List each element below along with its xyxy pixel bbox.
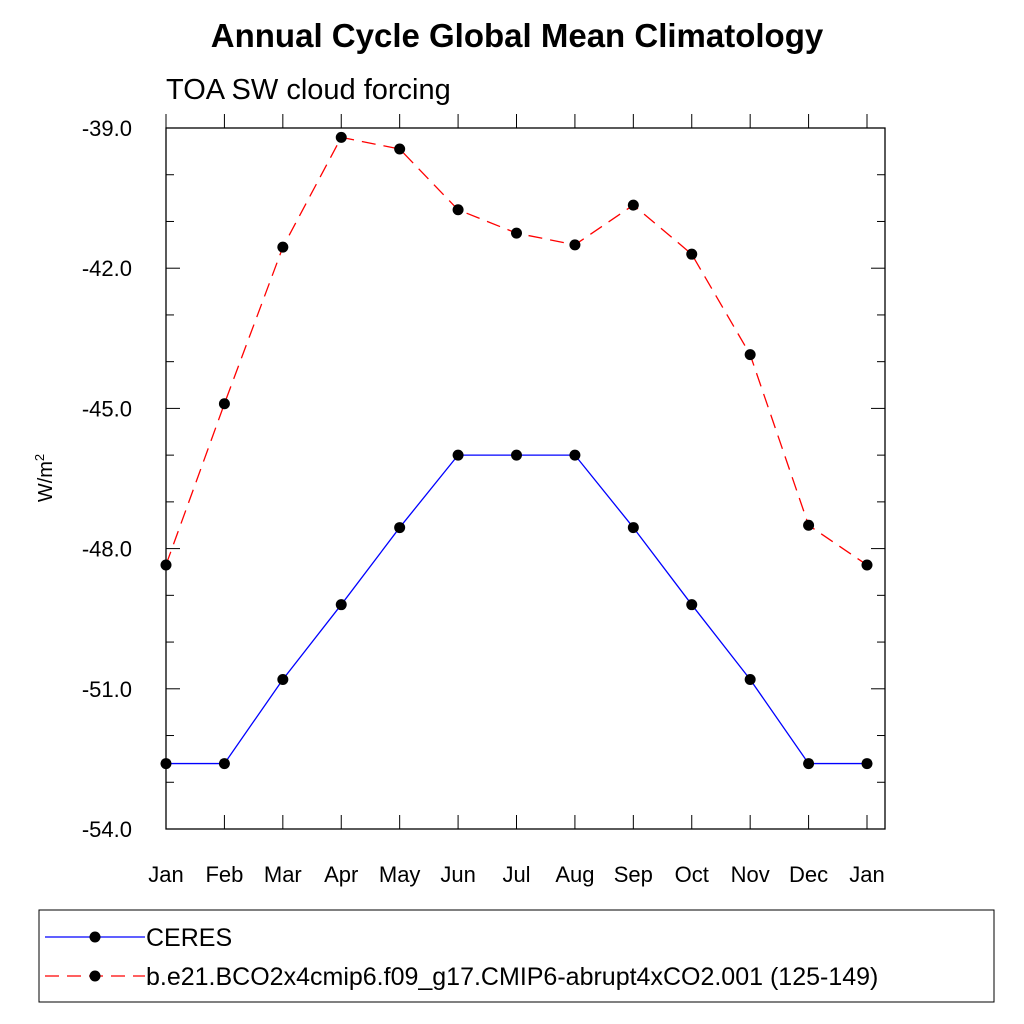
legend-box	[38, 909, 995, 1003]
legend-label: b.e21.BCO2x4cmip6.f09_g17.CMIP6-abrupt4x…	[146, 963, 878, 991]
y-axis-label-units: W/m	[35, 461, 57, 502]
plot-border	[165, 127, 886, 830]
legend: CERES b.e21.BCO2x4cmip6.f09_g17.CMIP6-abr…	[38, 909, 995, 1003]
data-point	[394, 143, 406, 155]
series-line	[165, 136, 868, 566]
data-point	[511, 449, 522, 461]
y-tick-labels: -39.0 -42.0 -45.0 -48.0 -51.0 -54.0	[82, 116, 132, 842]
data-point	[803, 519, 815, 531]
data-point	[277, 673, 289, 685]
x-tick-label: Mar	[264, 862, 302, 887]
data-point	[744, 673, 756, 685]
legend-marker	[89, 970, 101, 982]
chart-subtitle: TOA SW cloud forcing	[166, 74, 451, 106]
data-point	[569, 239, 581, 251]
data-point	[452, 204, 464, 216]
data-point	[160, 758, 172, 770]
x-tick-labels: Jan Feb Mar Apr May Jun Jul Aug Sep Oct Nov Dec Jan	[148, 862, 884, 887]
data-point	[861, 559, 873, 571]
legend-entries: CERES b.e21.BCO2x4cmip6.f09_g17.CMIP6-abr…	[45, 924, 878, 991]
y-tick-label: -48.0	[82, 537, 132, 562]
series-line	[166, 454, 867, 765]
data-point	[335, 131, 347, 143]
x-tick-label: Oct	[675, 862, 709, 887]
y-tick-label: -51.0	[82, 677, 132, 702]
data-point	[394, 522, 406, 534]
series-layer	[160, 131, 873, 770]
x-tick-label: Nov	[731, 862, 770, 887]
y-tick-label: -45.0	[82, 396, 132, 421]
x-tick-label: May	[379, 862, 421, 887]
x-tick-label: Jul	[502, 862, 530, 887]
legend-marker	[89, 931, 101, 943]
x-tick-label: Jan	[849, 862, 884, 887]
data-point	[277, 241, 289, 253]
x-tick-label: Feb	[205, 862, 243, 887]
data-point	[160, 559, 172, 571]
data-point	[511, 227, 522, 239]
data-point	[335, 599, 347, 611]
data-point	[218, 398, 230, 410]
legend-label: CERES	[146, 924, 232, 952]
y-tick-label: -39.0	[82, 116, 132, 141]
x-tick-label: Jan	[148, 862, 183, 887]
data-point	[803, 758, 815, 770]
data-point	[744, 349, 756, 361]
data-point	[627, 199, 639, 211]
data-point	[569, 449, 581, 461]
x-tick-label: Aug	[555, 862, 594, 887]
series-model	[160, 131, 873, 571]
axis-ticks	[165, 114, 885, 830]
x-tick-label: Jun	[440, 862, 475, 887]
data-point	[686, 599, 698, 611]
series-ceres	[160, 449, 873, 770]
chart-title: Annual Cycle Global Mean Climatology	[211, 17, 824, 54]
y-tick-label: -42.0	[82, 256, 132, 281]
data-point	[218, 758, 230, 770]
data-point	[627, 522, 639, 534]
x-tick-label: Apr	[324, 862, 358, 887]
data-point	[686, 248, 698, 260]
x-tick-label: Dec	[789, 862, 828, 887]
y-tick-label: -54.0	[82, 817, 132, 842]
plot-frame	[165, 127, 886, 830]
y-axis-label: W/m2	[32, 454, 57, 502]
data-point	[452, 449, 464, 461]
x-tick-label: Sep	[614, 862, 653, 887]
data-point	[861, 758, 873, 770]
y-axis-label-superscript: 2	[32, 454, 47, 461]
